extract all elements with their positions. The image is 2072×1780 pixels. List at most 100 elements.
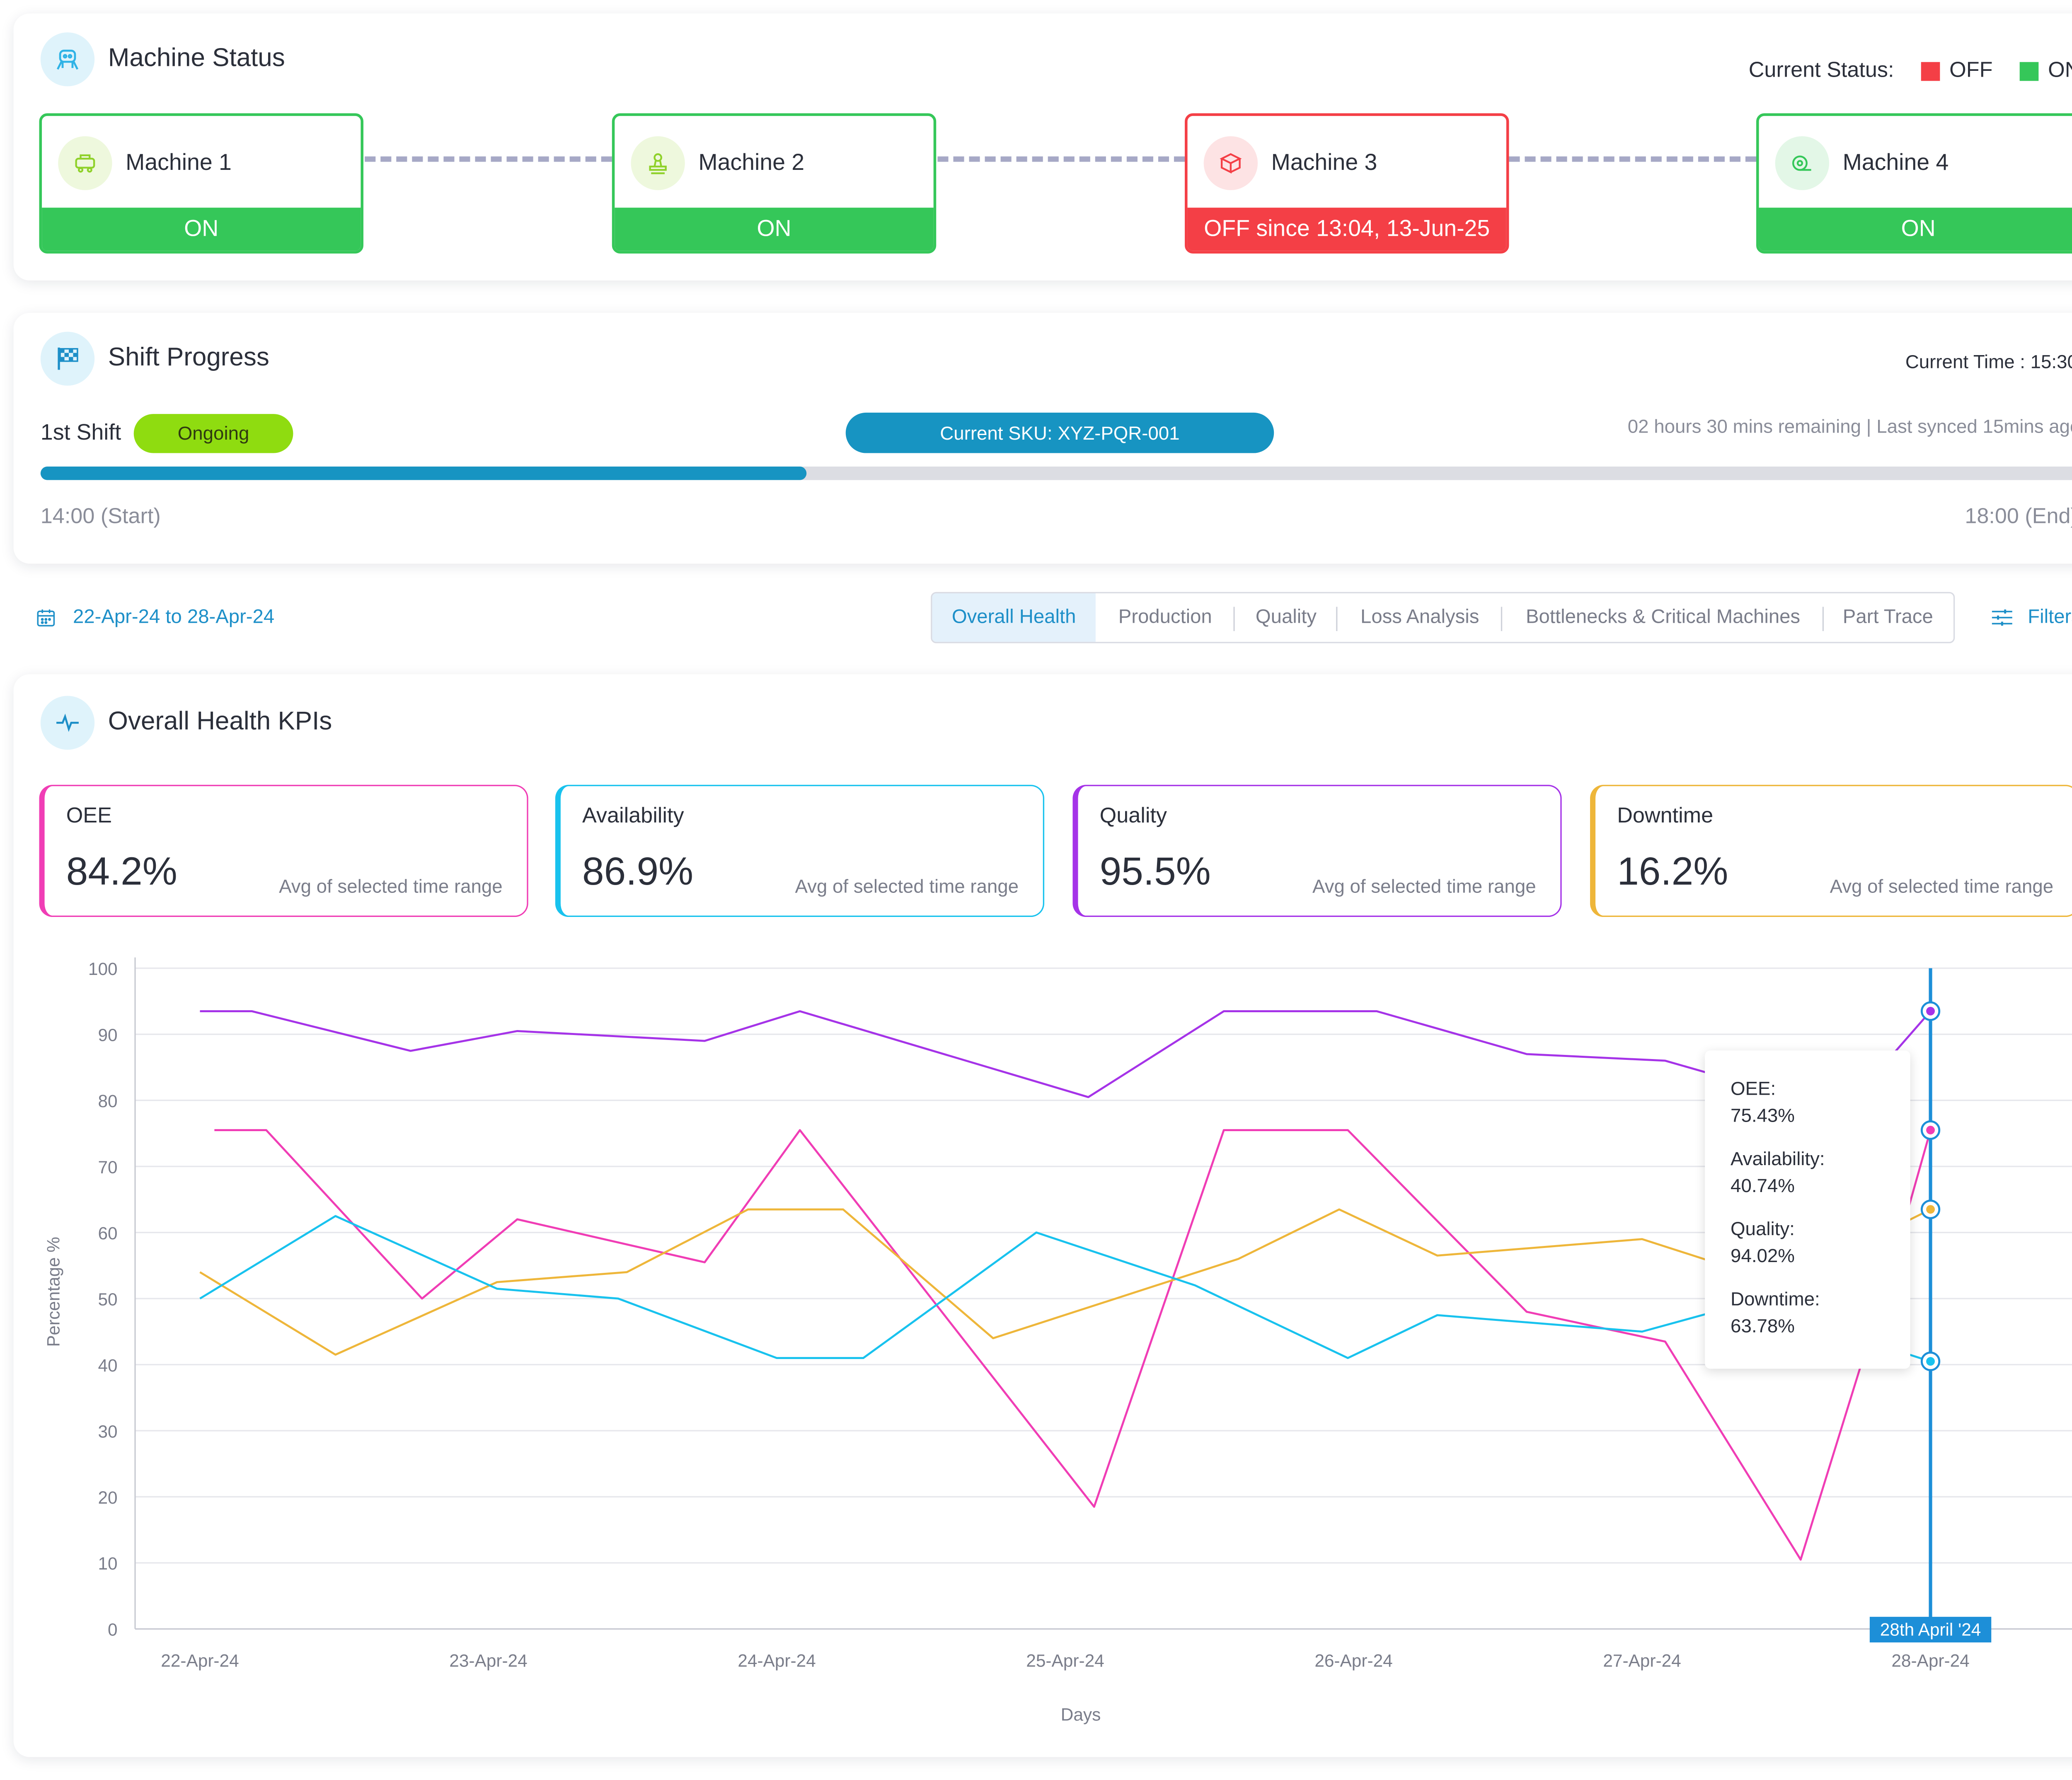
stamp-icon [631,136,685,190]
highlight-point-core [1926,1006,1935,1016]
date-range-text: 22-Apr-24 to 28-Apr-24 [73,607,275,629]
shift-progress-card: Shift Progress Current Time : 15:30 1st … [13,313,2072,564]
y-tick-label: 40 [98,1356,117,1375]
tooltip-label: Availability: [1731,1147,1825,1169]
x-tick-label: 28-Apr-24 [1891,1651,1969,1671]
x-tick-label: 26-Apr-24 [1314,1651,1392,1671]
legend-title: Current Status: [1748,59,1894,82]
date-range-picker[interactable]: 22-Apr-24 to 28-Apr-24 [35,607,274,629]
y-tick-label: 70 [98,1157,117,1177]
shift-progress-header: Shift Progress [40,331,269,386]
kpi-label: OEE [66,805,112,828]
machine-name: Machine 1 [126,150,232,176]
kpi-value: 84.2% [66,851,177,894]
legend-off-label: OFF [1949,59,1993,82]
tape-icon [1775,136,1830,190]
overall-health-header: Overall Health KPIs [40,696,332,750]
legend-off-swatch [1921,62,1940,81]
status-legend: Current Status: OFF ON [1749,59,2072,84]
health-line-chart[interactable]: 0 10 20 30 40 50 60 70 80 90 100 22-Apr-24 23-Apr-24… [0,944,2072,1739]
machine-card-1[interactable]: Machine 1 ON [39,113,363,254]
y-tick-label: 90 [98,1025,117,1045]
kpi-value: 16.2% [1617,851,1728,894]
pulse-icon [40,696,95,750]
series-line-availability [199,1215,1931,1363]
x-tick-label: 22-Apr-24 [161,1651,239,1671]
tooltip-value: 63.78% [1731,1315,1795,1337]
machine-connector [937,156,1185,162]
shift-progress-bar [40,467,2072,480]
kpi-card-availability[interactable]: Availability 86.9% Avg of selected time … [555,785,1044,917]
machine-state: ON [1759,208,2072,251]
x-tick-label: 27-Apr-24 [1603,1651,1681,1671]
y-tick-label: 100 [88,959,118,979]
tab-production[interactable]: Production [1096,593,1235,642]
kpi-value: 95.5% [1099,851,1211,894]
kpi-subtitle: Avg of selected time range [279,875,503,897]
tab-quality[interactable]: Quality [1235,593,1338,642]
remaining-time-text: 02 hours 30 mins remaining | Last synced… [1627,415,2072,437]
tab-overall-health[interactable]: Overall Health [932,593,1096,642]
tooltip-value: 94.02% [1731,1244,1795,1266]
machine-card-2[interactable]: Machine 2 ON [612,113,937,254]
machine-card-3[interactable]: Machine 3 OFF since 13:04, 13-Jun-25 [1185,113,1509,254]
kpi-subtitle: Avg of selected time range [1830,875,2054,897]
tooltip-value: 40.74% [1731,1174,1795,1196]
legend-on-label: ON [2048,59,2072,82]
y-axis-title: Percentage % [44,1237,63,1347]
card-title: Machine Status [108,44,285,73]
kpi-card-quality[interactable]: Quality 95.5% Avg of selected time range [1072,785,1562,917]
kpi-value: 86.9% [582,851,694,894]
machine-state: ON [615,208,934,251]
sliders-icon [1992,609,2012,626]
x-axis-title: Days [1061,1705,1101,1724]
tab-loss-analysis[interactable]: Loss Analysis [1337,593,1503,642]
current-time: Current Time : 15:30 [1905,351,2072,372]
shift-end-label: 18:00 (End) [1965,505,2072,529]
machine-name: Machine 2 [698,150,805,176]
machine-name: Machine 4 [1842,150,1949,176]
tooltip-label: Quality: [1731,1217,1795,1239]
kpi-card-oee[interactable]: OEE 84.2% Avg of selected time range [39,785,528,917]
chart-tooltip: OEE: 75.43% Availability: 40.74% Quality… [1705,1050,1910,1369]
filters-label: Filters [2028,607,2072,629]
y-tick-label: 0 [108,1620,118,1640]
tooltip-label: Downtime: [1731,1288,1820,1310]
machine-card-4[interactable]: Machine 4 ON [1756,113,2072,254]
highlight-point-core [1926,1205,1935,1214]
machine-state: ON [42,208,361,251]
calendar-icon [37,609,55,626]
card-title: Overall Health KPIs [108,708,332,736]
series-line-downtime [199,1208,1931,1356]
x-tick-label: 24-Apr-24 [738,1651,816,1671]
crosshair-label-bg [1869,1617,1992,1642]
y-tick-label: 10 [98,1554,117,1573]
tab-part-trace[interactable]: Part Trace [1842,607,1933,629]
kpi-subtitle: Avg of selected time range [1312,875,1536,897]
y-tick-label: 60 [98,1224,117,1243]
kpi-card-downtime[interactable]: Downtime 16.2% Avg of selected time rang… [1590,785,2072,917]
cart-icon [58,136,112,190]
tab-bottlenecks[interactable]: Bottlenecks & Critical Machines [1502,593,1824,642]
shift-progress-fill [40,467,806,480]
machine-connector [1509,156,1756,162]
x-tick-label: 23-Apr-24 [449,1651,527,1671]
tooltip-label: OEE: [1731,1077,1776,1099]
current-sku-badge: Current SKU: XYZ-PQR-001 [845,412,1274,453]
kpi-label: Downtime [1617,805,1714,828]
machine-state: OFF since 13:04, 13-Jun-25 [1187,208,1506,251]
shift-status-badge: Ongoing [133,414,293,453]
highlight-point-core [1926,1126,1935,1134]
legend-on-swatch [2019,62,2039,81]
kpi-label: Quality [1099,805,1167,828]
checkered-flag-icon [40,331,95,386]
box-icon [1203,136,1258,190]
filters-button[interactable]: Filters [1990,607,2072,629]
x-tick-label: 25-Apr-24 [1026,1651,1104,1671]
y-tick-label: 30 [98,1422,117,1441]
y-tick-label: 80 [98,1091,117,1111]
machine-name: Machine 3 [1271,150,1377,176]
kpi-subtitle: Avg of selected time range [795,875,1019,897]
y-tick-label: 50 [98,1289,117,1309]
